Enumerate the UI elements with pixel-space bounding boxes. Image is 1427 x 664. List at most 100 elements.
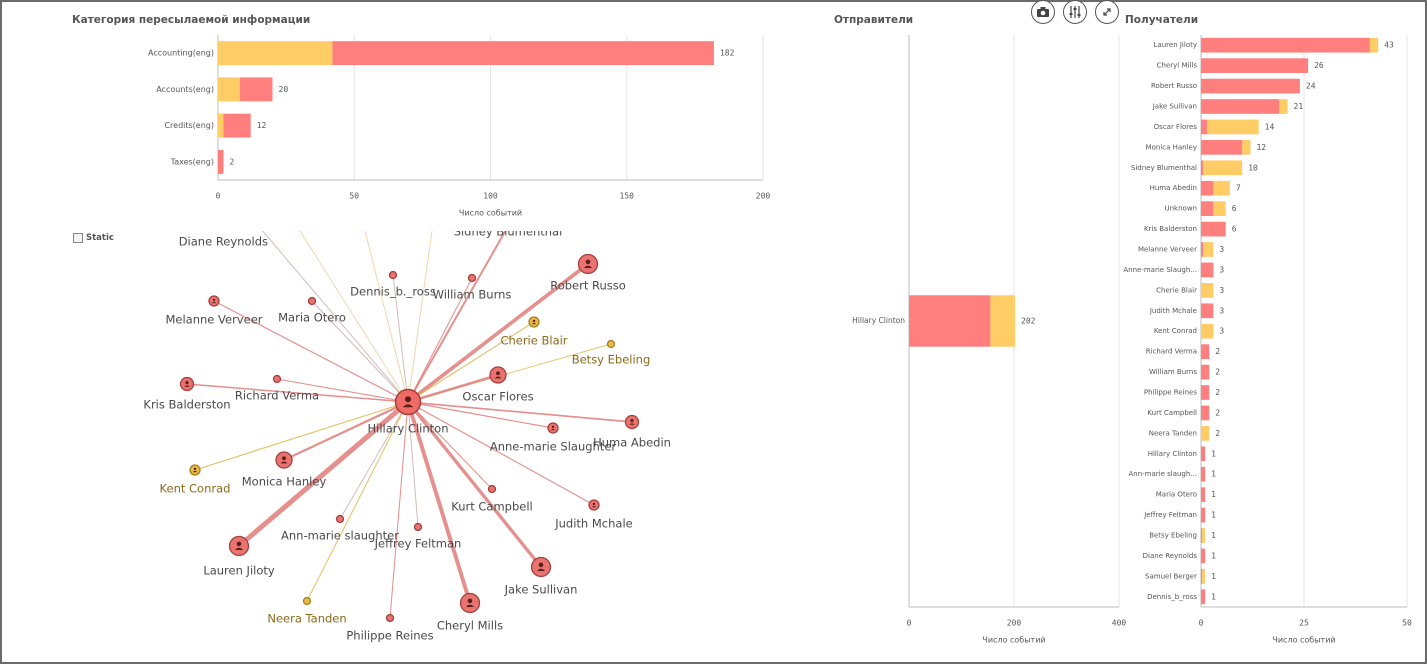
recipients-bar: [1201, 201, 1214, 216]
category-value-label: 12: [257, 121, 267, 130]
network-edge: [364, 231, 409, 403]
network-edge: [213, 300, 409, 403]
recipients-category-label: Diane Reynolds: [1143, 552, 1198, 560]
recipients-bar: [1201, 487, 1206, 502]
recipients-category-label: Betsy Ebeling: [1149, 532, 1197, 540]
network-edge: [407, 277, 473, 403]
person-icon: [591, 502, 597, 508]
network-node-label: Cheryl Mills: [437, 619, 503, 633]
recipients-bar: [1201, 507, 1206, 523]
network-edge: [194, 401, 409, 471]
recipients-bar: [1202, 569, 1206, 584]
person-icon-body: [591, 505, 597, 508]
recipients-value-label: 1: [1211, 470, 1216, 479]
network-edge: [389, 401, 409, 619]
recipients-category-label: Kent Conrad: [1154, 327, 1197, 335]
recipients-bar: [1201, 303, 1214, 319]
network-edge: [407, 231, 507, 403]
recipients-bar: [1201, 221, 1226, 237]
senders-bar: [990, 295, 1016, 347]
person-icon-body: [192, 470, 198, 473]
network-edge: [407, 321, 535, 403]
settings-button[interactable]: [1063, 0, 1087, 24]
network-edge: [186, 383, 409, 403]
category-bar: [218, 113, 224, 138]
category-tick-label: 50: [349, 192, 359, 201]
recipients-value-label: 3: [1219, 327, 1224, 336]
network-edge: [306, 401, 409, 602]
person-icon-body: [184, 385, 190, 387]
static-toggle[interactable]: Static: [73, 233, 114, 243]
network-edge: [407, 401, 595, 506]
network-node-label: Philippe Reines: [346, 629, 433, 643]
recipients-value-label: 2: [1215, 408, 1220, 417]
recipients-category-label: Ann-marie slaugh...: [1128, 470, 1197, 478]
recipients-category-label: William Burns: [1149, 368, 1197, 376]
recipients-category-label: Unknown: [1165, 205, 1198, 213]
network-node-label: Judith Mchale: [554, 517, 632, 531]
network-node-label: Diane Reynolds: [179, 235, 268, 249]
recipients-value-label: 2: [1215, 429, 1220, 438]
recipients-bar: [1201, 160, 1204, 176]
category-value-label: 182: [720, 49, 735, 58]
recipients-tick-label: 0: [1199, 619, 1204, 628]
person-icon-head: [212, 298, 216, 302]
network-node-label: Cherie Blair: [500, 334, 567, 348]
recipients-value-label: 21: [1294, 102, 1304, 111]
senders-bar: [909, 295, 991, 347]
expand-button[interactable]: [1095, 0, 1119, 24]
camera-button[interactable]: [1031, 0, 1055, 24]
network-node-label: Melanne Verveer: [165, 313, 262, 327]
recipients-bar: [1203, 242, 1214, 257]
recipients-bar: [1201, 528, 1203, 543]
recipients-category-label: Oscar Flores: [1154, 123, 1198, 131]
recipients-bar: [1201, 426, 1210, 441]
network-edge: [407, 231, 433, 403]
recipients-value-label: 14: [1265, 122, 1275, 131]
recipients-bar: [1369, 37, 1379, 53]
recipients-bar: [1201, 58, 1309, 73]
category-category-label: Taxes(eng): [170, 157, 214, 166]
network-node-label: Richard Verma: [235, 389, 319, 403]
person-icon-head: [551, 425, 555, 429]
recipients-value-label: 43: [1384, 41, 1394, 50]
recipients-bar: [1201, 37, 1370, 53]
recipients-value-label: 2: [1215, 388, 1220, 397]
recipients-category-label: Cherie Blair: [1156, 286, 1197, 294]
recipients-category-label: Dennis_b_ross: [1147, 593, 1197, 601]
category-bar: [223, 113, 251, 138]
recipients-value-label: 7: [1236, 184, 1241, 193]
network-edge: [339, 401, 409, 520]
network-node-label: William Burns: [433, 288, 512, 302]
recipients-category-label: Richard Verma: [1146, 348, 1197, 356]
network-edge: [407, 401, 493, 490]
static-checkbox[interactable]: [73, 233, 83, 243]
recipients-value-label: 1: [1211, 449, 1216, 458]
recipients-value-label: 1: [1211, 572, 1216, 581]
category-bar: [239, 77, 273, 102]
recipients-bar: [1201, 405, 1210, 421]
person-icon-head: [630, 419, 634, 423]
network-graph: Diane Reynolds Sidney Blumenthal Dennis_b.…: [143, 231, 671, 643]
recipients-value-label: 6: [1232, 204, 1237, 213]
person-icon-body: [280, 461, 288, 464]
recipients-category-label: Cheryl Mills: [1157, 62, 1198, 70]
network-node-label: Betsy Ebeling: [572, 353, 651, 367]
person-icon-body: [550, 428, 556, 431]
category-category-label: Credits(eng): [164, 121, 214, 130]
recipients-bar: [1207, 119, 1259, 135]
network-node-label: Kurt Campbell: [451, 500, 533, 514]
recipients-category-label: Huma Abedin: [1150, 184, 1197, 192]
recipients-bar: [1213, 201, 1226, 216]
recipients-value-label: 2: [1215, 347, 1220, 356]
recipients-value-label: 10: [1248, 163, 1258, 172]
recipients-bar: [1279, 99, 1288, 114]
network-edge: [407, 373, 499, 404]
network-edge: [262, 231, 409, 403]
network-node-label: Lauren Jiloty: [203, 564, 275, 578]
recipients-bar: [1242, 140, 1251, 155]
recipients-value-label: 12: [1256, 143, 1266, 152]
person-icon: [550, 425, 556, 431]
recipients-bar: [1202, 528, 1206, 543]
